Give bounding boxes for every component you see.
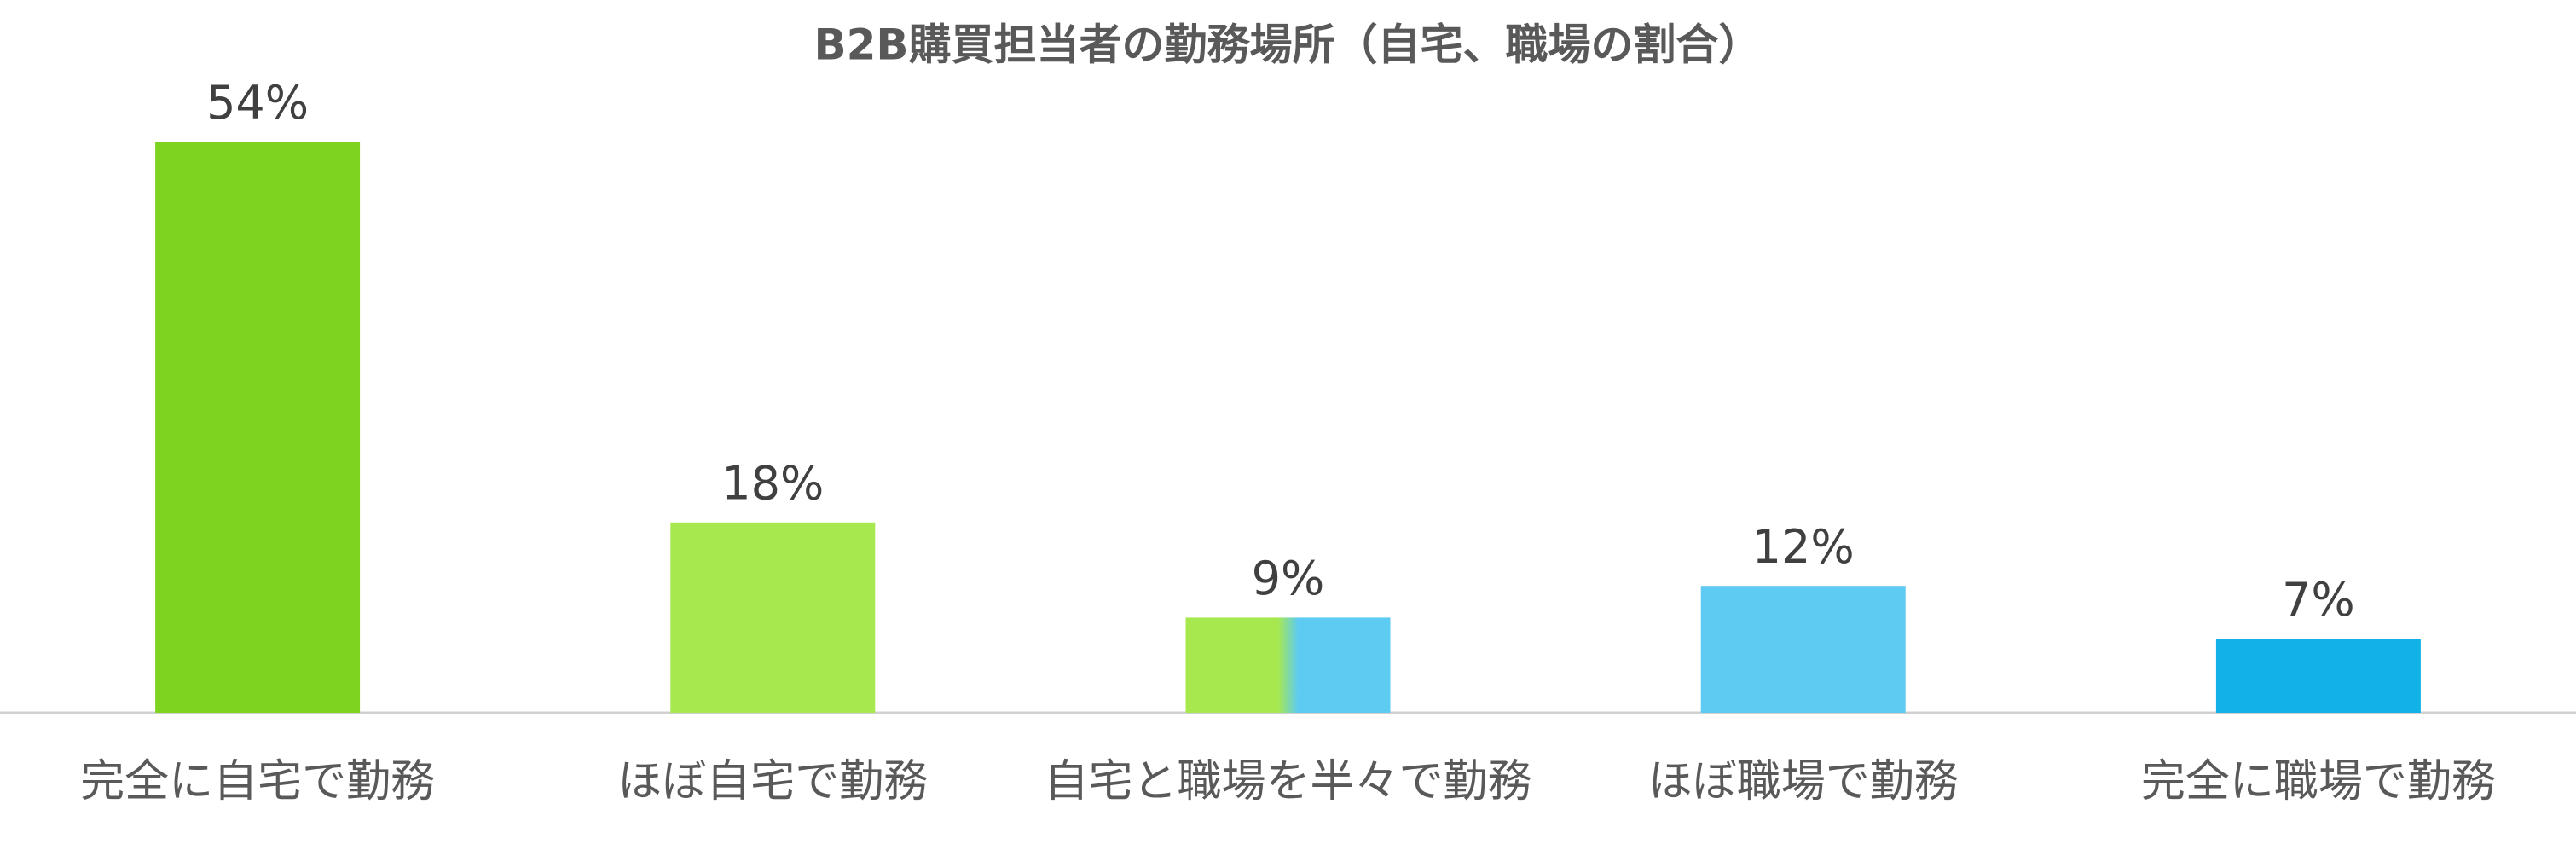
bar [1185,617,1391,713]
bar [2215,639,2421,713]
value-label: 54% [206,76,309,130]
x-tick-label: ほぼ自宅で勤務 [617,756,928,807]
bar [155,142,361,713]
x-tick-label: 自宅と職場を半々で勤務 [1044,756,1531,807]
x-tick-label: 完全に職場で勤務 [2141,756,2496,807]
bar [1700,586,1906,713]
bar [670,522,876,713]
value-label: 9% [1252,552,1325,605]
x-tick-label: ほぼ職場で勤務 [1648,756,1959,807]
x-tick-label: 完全に自宅で勤務 [80,756,435,807]
chart-title: B2B購買担当者の勤務場所（自宅、職場の割合） [813,20,1761,70]
value-label: 7% [2282,573,2355,627]
value-label: 18% [721,456,824,510]
value-label: 12% [1752,520,1855,574]
